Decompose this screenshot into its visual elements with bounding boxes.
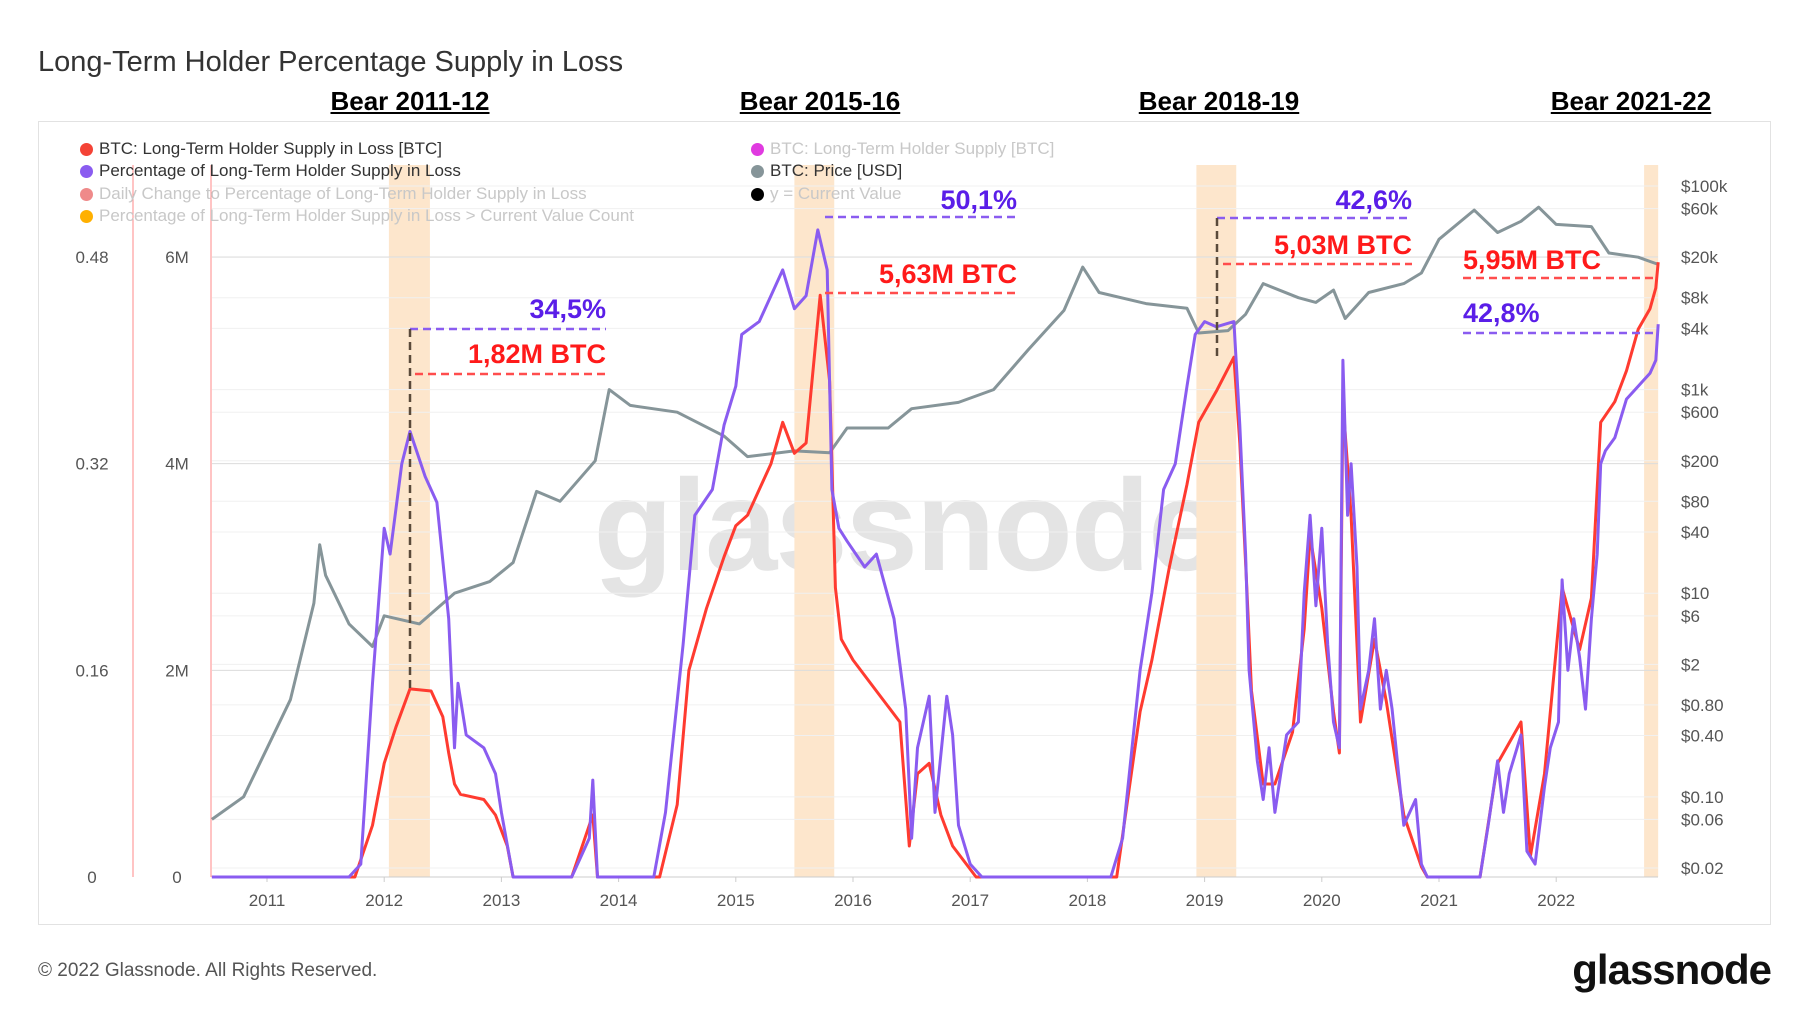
y-tick-price: $0.06: [1681, 810, 1724, 829]
x-tick-label: 2019: [1186, 891, 1224, 910]
x-tick-label: 2017: [951, 891, 989, 910]
x-tick-label: 2016: [834, 891, 872, 910]
x-tick-label: 2020: [1303, 891, 1341, 910]
annotation-btc-2012: 1,82M BTC: [467, 339, 606, 369]
y-tick-price: $0.40: [1681, 727, 1724, 746]
legend-dot-icon: [751, 142, 764, 156]
legend-label: BTC: Long-Term Holder Supply [BTC]: [770, 139, 1055, 158]
x-tick-label: 2022: [1537, 891, 1575, 910]
y-tick-btc: 2M: [165, 661, 189, 680]
y-tick-price: $200: [1681, 452, 1719, 471]
legend-dot-icon: [80, 187, 93, 201]
y-tick-price: $4k: [1681, 319, 1709, 338]
y-tick-price: $20k: [1681, 248, 1718, 267]
y-tick-price: $0.10: [1681, 788, 1724, 807]
x-tick-label: 2013: [482, 891, 520, 910]
y-tick-price: $8k: [1681, 289, 1709, 308]
y-tick-price: $100k: [1681, 177, 1728, 196]
chart-frame: [38, 121, 1771, 925]
y-tick-price: $40: [1681, 523, 1709, 542]
legend-label: Daily Change to Percentage of Long-Term …: [99, 184, 587, 203]
annotation-btc-2015: 5,63M BTC: [878, 259, 1017, 289]
y-tick-price: $6: [1681, 607, 1700, 626]
legend-item-ltl-supply-loss[interactable]: BTC: Long-Term Holder Supply in Loss [BT…: [80, 139, 442, 159]
y-tick-pct: 0.16: [75, 661, 108, 680]
legend-label: Percentage of Long-Term Holder Supply in…: [99, 206, 635, 225]
y-tick-price: $2: [1681, 655, 1700, 674]
y-tick-btc: 6M: [165, 248, 189, 267]
y-tick-pct: 0: [87, 868, 96, 887]
annotation-btc-2022: 5,95M BTC: [1463, 245, 1602, 275]
legend-item-current-value-count[interactable]: Percentage of Long-Term Holder Supply in…: [80, 206, 634, 226]
bear-period-band: [1644, 165, 1659, 877]
x-tick-label: 2015: [717, 891, 755, 910]
legend-label: BTC: Long-Term Holder Supply in Loss [BT…: [99, 139, 442, 158]
bear-label-2011-12: Bear 2011-12: [330, 86, 490, 116]
legend-label: y = Current Value: [770, 184, 902, 203]
bear-label-2018-19: Bear 2018-19: [1138, 86, 1300, 116]
legend-dot-icon: [80, 164, 93, 178]
y-tick-price: $80: [1681, 492, 1709, 511]
legend-item-daily-change[interactable]: Daily Change to Percentage of Long-Term …: [80, 184, 587, 204]
y-tick-price: $0.02: [1681, 859, 1724, 878]
annotation-pct-2019: 42,6%: [1335, 185, 1412, 215]
y-tick-pct: 0.48: [75, 248, 108, 267]
legend-item-ltl-supply[interactable]: BTC: Long-Term Holder Supply [BTC]: [751, 139, 1054, 159]
bear-label-2015-16: Bear 2015-16: [739, 86, 901, 116]
legend-label: BTC: Price [USD]: [770, 161, 903, 180]
annotation-pct-2022: 42,8%: [1463, 298, 1540, 328]
legend-label: Percentage of Long-Term Holder Supply in…: [99, 161, 461, 180]
legend-item-price[interactable]: BTC: Price [USD]: [751, 161, 902, 181]
series-line-pct: [211, 228, 1660, 879]
series-line-price: [211, 205, 1659, 821]
y-tick-price: $10: [1681, 584, 1709, 603]
copyright: © 2022 Glassnode. All Rights Reserved.: [38, 960, 378, 981]
glassnode-logo[interactable]: glassnode: [1572, 946, 1772, 993]
legend-dot-icon: [80, 142, 93, 156]
bear-label-2021-22: Bear 2021-22: [1550, 86, 1712, 116]
y-tick-btc: 0: [172, 868, 181, 887]
legend-item-current-value[interactable]: y = Current Value: [751, 184, 902, 204]
legend-item-pct-supply-loss[interactable]: Percentage of Long-Term Holder Supply in…: [80, 161, 461, 181]
y-tick-btc: 4M: [165, 455, 189, 474]
annotation-pct-2015: 50,1%: [940, 185, 1017, 215]
x-tick-label: 2011: [249, 891, 286, 910]
y-tick-price: $60k: [1681, 200, 1718, 219]
legend-dot-icon: [80, 209, 93, 223]
y-tick-price: $1k: [1681, 381, 1709, 400]
x-tick-label: 2012: [365, 891, 403, 910]
watermark: glassnode: [593, 452, 1221, 598]
y-tick-price: $0.80: [1681, 696, 1724, 715]
annotation-btc-2019: 5,03M BTC: [1273, 230, 1412, 260]
x-tick-label: 2018: [1068, 891, 1106, 910]
x-tick-label: 2021: [1420, 891, 1458, 910]
legend-dot-icon: [751, 187, 764, 201]
y-tick-price: $600: [1681, 403, 1719, 422]
chart-title: Long-Term Holder Percentage Supply in Lo…: [38, 46, 624, 78]
legend-dot-icon: [751, 164, 764, 178]
y-tick-pct: 0.32: [75, 455, 108, 474]
annotation-pct-2012: 34,5%: [529, 294, 606, 324]
x-tick-label: 2014: [600, 891, 638, 910]
